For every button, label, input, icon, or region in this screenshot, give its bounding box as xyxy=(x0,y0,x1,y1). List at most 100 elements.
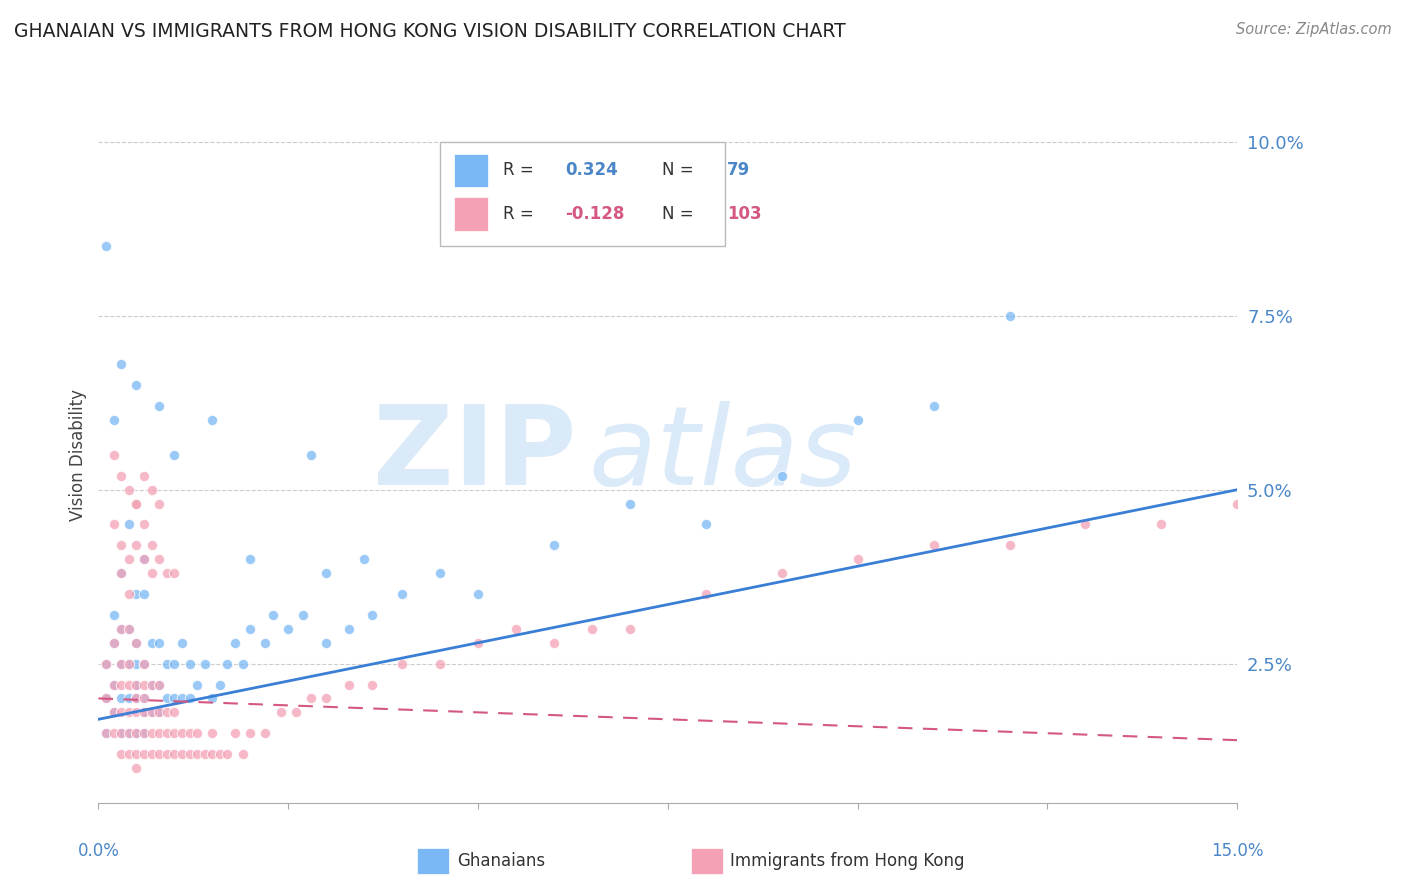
Point xyxy=(110,566,132,581)
Point xyxy=(118,706,141,720)
Point xyxy=(118,677,141,691)
Point xyxy=(922,538,945,552)
Point xyxy=(208,677,231,691)
Point xyxy=(132,706,155,720)
Point xyxy=(94,239,117,253)
Point xyxy=(156,706,179,720)
Point xyxy=(132,552,155,566)
Point xyxy=(148,677,170,691)
Point xyxy=(254,726,277,740)
Point xyxy=(337,677,360,691)
Point xyxy=(132,726,155,740)
Point xyxy=(194,747,217,761)
Point xyxy=(132,552,155,566)
Point xyxy=(118,726,141,740)
Text: N =: N = xyxy=(662,161,699,179)
Point xyxy=(170,726,193,740)
Point xyxy=(110,622,132,636)
Point xyxy=(118,622,141,636)
Point xyxy=(208,747,231,761)
Point xyxy=(201,747,224,761)
Point xyxy=(125,747,148,761)
Point xyxy=(201,413,224,427)
Point xyxy=(118,587,141,601)
Y-axis label: Vision Disability: Vision Disability xyxy=(69,389,87,521)
Point xyxy=(94,657,117,671)
Point xyxy=(543,538,565,552)
Point xyxy=(103,726,125,740)
Point xyxy=(132,706,155,720)
Point xyxy=(277,622,299,636)
Point xyxy=(148,399,170,413)
Point xyxy=(103,636,125,650)
Point xyxy=(179,726,201,740)
Point xyxy=(141,677,163,691)
Point xyxy=(315,636,337,650)
Point xyxy=(94,691,117,706)
Text: Source: ZipAtlas.com: Source: ZipAtlas.com xyxy=(1236,22,1392,37)
Point xyxy=(110,538,132,552)
Point xyxy=(148,706,170,720)
Point xyxy=(429,657,451,671)
Point xyxy=(103,448,125,462)
Point xyxy=(163,726,186,740)
FancyBboxPatch shape xyxy=(440,142,725,246)
Point xyxy=(770,468,793,483)
Point xyxy=(118,747,141,761)
Point xyxy=(125,726,148,740)
Point xyxy=(125,497,148,511)
Point xyxy=(141,538,163,552)
Text: 15.0%: 15.0% xyxy=(1211,842,1264,860)
Point xyxy=(156,691,179,706)
Point xyxy=(94,657,117,671)
Point xyxy=(201,691,224,706)
Point xyxy=(103,677,125,691)
Point xyxy=(110,706,132,720)
Point xyxy=(353,552,375,566)
Text: R =: R = xyxy=(503,205,538,223)
Point xyxy=(103,706,125,720)
Point xyxy=(125,761,148,775)
Point xyxy=(194,657,217,671)
Point xyxy=(846,413,869,427)
Point xyxy=(695,587,717,601)
Point xyxy=(125,587,148,601)
Point xyxy=(337,622,360,636)
Point xyxy=(103,607,125,622)
Point xyxy=(148,677,170,691)
Text: Ghanaians: Ghanaians xyxy=(457,852,546,871)
Point xyxy=(110,691,132,706)
Point xyxy=(148,726,170,740)
Point xyxy=(103,517,125,532)
Point xyxy=(132,691,155,706)
Point xyxy=(232,747,254,761)
Point xyxy=(125,538,148,552)
Point xyxy=(270,706,292,720)
FancyBboxPatch shape xyxy=(454,153,488,187)
Text: N =: N = xyxy=(662,205,699,223)
Point xyxy=(118,657,141,671)
Point xyxy=(141,706,163,720)
Point xyxy=(156,566,179,581)
Point xyxy=(239,552,262,566)
Point xyxy=(103,706,125,720)
FancyBboxPatch shape xyxy=(418,848,449,874)
Point xyxy=(110,657,132,671)
Point xyxy=(224,726,246,740)
Point xyxy=(125,677,148,691)
Point xyxy=(299,448,322,462)
Point xyxy=(1226,497,1249,511)
Point xyxy=(110,747,132,761)
Point xyxy=(619,497,641,511)
Point xyxy=(125,691,148,706)
Point xyxy=(132,657,155,671)
Point xyxy=(163,566,186,581)
Point xyxy=(163,691,186,706)
Point xyxy=(141,636,163,650)
Point xyxy=(118,483,141,497)
Point xyxy=(315,691,337,706)
Point xyxy=(110,726,132,740)
Point xyxy=(132,691,155,706)
Text: ZIP: ZIP xyxy=(374,401,576,508)
Point xyxy=(148,497,170,511)
